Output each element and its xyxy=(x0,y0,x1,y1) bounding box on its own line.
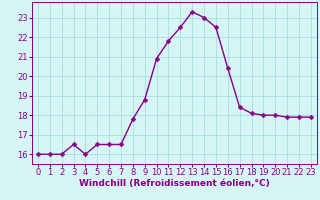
X-axis label: Windchill (Refroidissement éolien,°C): Windchill (Refroidissement éolien,°C) xyxy=(79,179,270,188)
